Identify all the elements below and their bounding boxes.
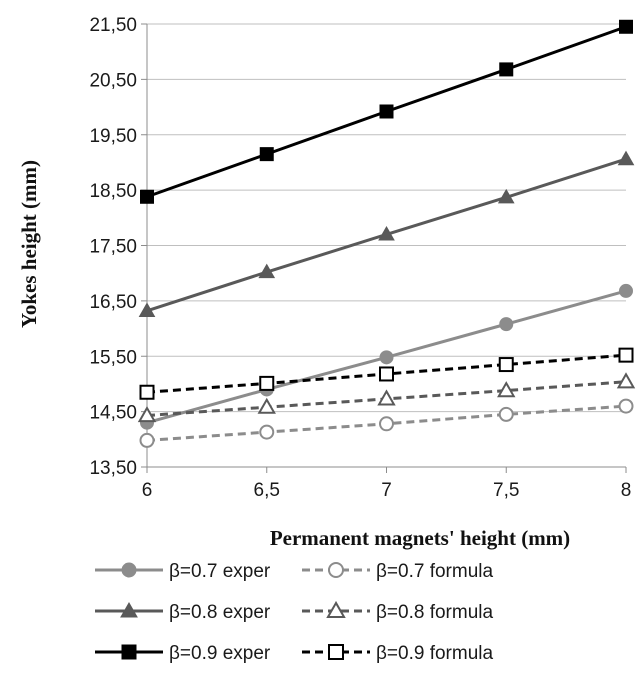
series--0-8-formula bbox=[137, 372, 636, 423]
series--0-9-formula bbox=[139, 347, 634, 400]
legend-label: β=0.7 exper bbox=[169, 561, 271, 582]
data-point bbox=[137, 406, 157, 423]
data-point bbox=[498, 406, 514, 422]
y-tick-label: 16,50 bbox=[89, 292, 137, 313]
y-tick-label: 18,50 bbox=[89, 181, 137, 202]
gridlines bbox=[147, 23, 626, 413]
series--0-7-formula bbox=[139, 398, 634, 448]
y-tick-label: 21,50 bbox=[89, 15, 137, 36]
data-point bbox=[618, 398, 634, 414]
legend-label: β=0.7 formula bbox=[376, 561, 494, 582]
data-point bbox=[499, 62, 514, 77]
data-point bbox=[618, 347, 634, 363]
x-tick-label: 7 bbox=[381, 480, 392, 501]
data-point bbox=[328, 644, 344, 660]
data-point bbox=[140, 189, 154, 204]
data-point bbox=[121, 562, 137, 578]
legend-item: β=0.7 exper bbox=[95, 561, 271, 582]
data-point bbox=[617, 150, 635, 166]
y-tick-label: 20,50 bbox=[89, 70, 137, 91]
data-point bbox=[120, 601, 138, 618]
data-point bbox=[259, 375, 275, 391]
legend-item: β=0.8 exper bbox=[95, 601, 271, 623]
data-point bbox=[121, 644, 137, 660]
data-point bbox=[259, 424, 275, 440]
y-tick-label: 15,50 bbox=[89, 347, 137, 368]
data-point bbox=[259, 147, 274, 162]
series--0-9-exper bbox=[140, 19, 633, 204]
series-lines bbox=[137, 19, 636, 448]
series--0-8-exper bbox=[138, 150, 635, 317]
data-point bbox=[379, 350, 394, 365]
data-point bbox=[379, 416, 394, 432]
data-point bbox=[619, 19, 633, 34]
data-point bbox=[619, 283, 633, 298]
data-point bbox=[379, 104, 394, 119]
legend-item: β=0.9 formula bbox=[302, 643, 494, 664]
data-point bbox=[499, 317, 514, 332]
data-point bbox=[498, 357, 514, 373]
legend: β=0.7 exper β=0.7 formula β=0.8 exper β=0.8… bbox=[95, 561, 494, 664]
data-point bbox=[377, 389, 396, 406]
legend-label: β=0.9 exper bbox=[169, 643, 271, 664]
y-tick-label: 13,50 bbox=[89, 458, 137, 479]
x-tick-label: 6,5 bbox=[254, 480, 280, 501]
x-axis-title: Permanent magnets' height (mm) bbox=[270, 526, 570, 550]
data-point bbox=[328, 562, 344, 578]
x-tick-label: 7,5 bbox=[493, 480, 519, 501]
legend-label: β=0.9 formula bbox=[376, 643, 494, 664]
data-point bbox=[379, 366, 394, 382]
legend-item: β=0.8 formula bbox=[302, 600, 494, 623]
legend-item: β=0.7 formula bbox=[302, 561, 494, 582]
y-tick-label: 19,50 bbox=[89, 126, 137, 147]
legend-label: β=0.8 formula bbox=[376, 602, 494, 623]
data-point bbox=[497, 188, 515, 204]
data-point bbox=[138, 302, 156, 317]
tick-labels: 13,50 14,50 15,50 16,50 17,50 18,50 19,50 20,50… bbox=[89, 15, 631, 501]
legend-label: β=0.8 exper bbox=[169, 602, 271, 623]
series--0-7-exper bbox=[140, 283, 633, 430]
x-tick-label: 8 bbox=[621, 480, 632, 501]
y-tick-label: 17,50 bbox=[89, 237, 137, 258]
y-tick-label: 14,50 bbox=[89, 403, 137, 424]
data-point bbox=[139, 384, 155, 400]
data-point bbox=[616, 372, 636, 389]
data-point bbox=[497, 381, 516, 398]
y-axis-title: Yokes height (mm) bbox=[17, 160, 41, 328]
data-point bbox=[258, 263, 276, 279]
x-tick-label: 6 bbox=[142, 480, 153, 501]
data-point bbox=[257, 397, 276, 414]
legend-item: β=0.9 exper bbox=[95, 643, 271, 664]
data-point bbox=[378, 225, 395, 241]
data-point bbox=[139, 432, 155, 448]
data-point bbox=[326, 600, 346, 619]
